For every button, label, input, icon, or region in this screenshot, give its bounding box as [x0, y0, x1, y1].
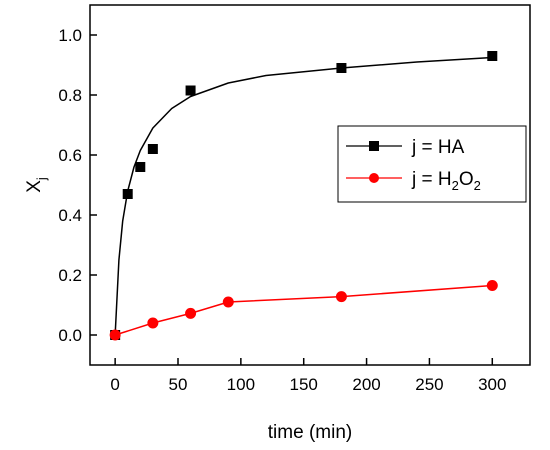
x-tick-label: 300: [478, 375, 506, 394]
legend-label-h2o2: j = H2O2: [411, 169, 481, 193]
data-point-h2o2: [147, 317, 159, 329]
data-point-ha: [185, 85, 196, 96]
legend-label-h2o2-sub2: 2: [474, 178, 481, 193]
x-axis-title: time (min): [268, 422, 352, 443]
plot-frame: [89, 4, 531, 366]
data-point-h2o2: [109, 329, 121, 341]
data-point-ha: [147, 144, 158, 154]
x-tick-label: 250: [415, 375, 443, 394]
legend-label-h2o2-sub1: 2: [452, 178, 459, 193]
legend: j = HA j = H2O2: [337, 125, 527, 203]
y-axis-title-subscript: j: [34, 177, 49, 181]
x-tick-label: 0: [110, 375, 119, 394]
y-tick-label: 0.6: [58, 146, 82, 165]
y-tick-label: 0.2: [58, 266, 82, 285]
y-tick-label: 0.0: [58, 326, 82, 345]
data-point-ha: [135, 162, 146, 172]
y-axis-title-main: X: [24, 180, 45, 193]
y-tick-label: 0.4: [58, 206, 82, 225]
y-tick-label: 0.8: [58, 86, 82, 105]
series-line-h2o2: [114, 284, 493, 336]
x-tick-label: 150: [290, 375, 318, 394]
data-point-h2o2: [222, 296, 234, 308]
data-point-ha: [336, 63, 347, 73]
legend-label-ha: j = HA: [411, 137, 465, 158]
tick-group: 0 50 100 150 200 250 300 0.0 0.2 0.4 0.6 0.8 1.0: [58, 26, 506, 394]
data-point-h2o2: [486, 280, 498, 291]
x-tick-label: 200: [352, 375, 380, 394]
x-tick-label: 50: [169, 375, 188, 394]
legend-label-ha-text: j = HA: [411, 137, 465, 158]
data-point-ha: [122, 189, 133, 199]
series-line-ha: [114, 56, 493, 336]
data-point-h2o2: [335, 291, 347, 303]
y-axis-title: Xj: [24, 177, 49, 193]
x-tick-label: 100: [227, 375, 255, 394]
series-group: [109, 51, 498, 341]
y-tick-label: 1.0: [58, 26, 82, 45]
data-point-ha: [487, 51, 498, 61]
legend-label-h2o2-part1: j = H: [411, 169, 452, 190]
legend-marker-ha: [369, 141, 379, 151]
legend-box: [337, 125, 527, 203]
data-point-h2o2: [185, 307, 197, 319]
legend-marker-h2o2: [369, 173, 379, 183]
legend-label-h2o2-part2: O: [459, 169, 474, 190]
